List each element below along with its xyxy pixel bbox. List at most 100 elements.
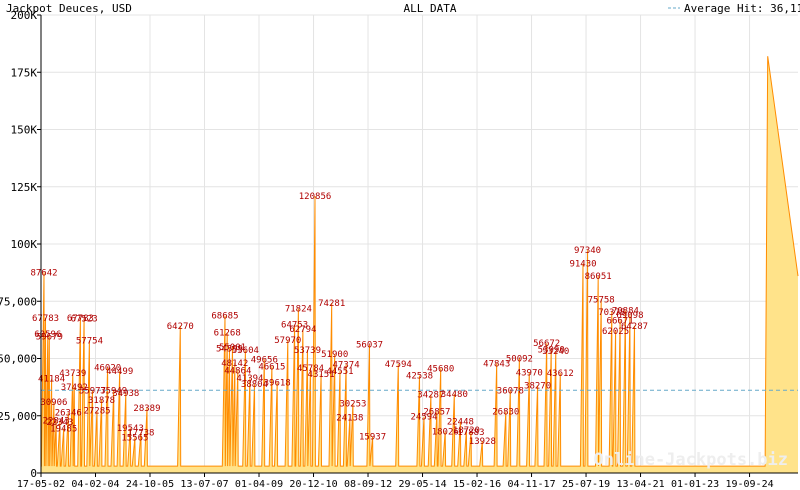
hit-value-label: 28389 (133, 404, 160, 414)
hit-value-label: 13928 (469, 437, 496, 447)
hit-value-label: 87642 (30, 268, 57, 278)
hit-value-label: 18026 (432, 428, 459, 438)
hit-value-label: 43612 (547, 369, 574, 379)
hit-value-label: 30253 (339, 400, 366, 410)
hit-value-label: 67783 (67, 314, 94, 324)
hit-value-label: 31878 (88, 396, 115, 406)
hit-value-label: 36078 (497, 386, 524, 396)
hit-value-label: 22448 (447, 418, 474, 428)
hit-value-label: 22843 (43, 417, 70, 427)
hit-value-label: 70884 (612, 307, 639, 317)
hit-value-label: 64270 (167, 322, 194, 332)
hit-value-label: 24138 (336, 414, 363, 424)
hit-value-label: 17738 (127, 428, 154, 438)
hit-value-label: 35977 (79, 387, 106, 397)
hit-value-label: 18720 (453, 426, 480, 436)
hit-value-label: 19543 (117, 424, 144, 434)
hit-value-label: 70378 (598, 308, 625, 318)
hit-value-label: 37492 (61, 383, 88, 393)
hit-value-label: 57754 (76, 337, 103, 347)
x-tick-label: 17-05-02 (17, 479, 65, 490)
hit-value-label: 53990 (538, 345, 565, 355)
y-tick-label: 0 (30, 467, 37, 480)
y-tick-label: 100K (11, 238, 38, 251)
hit-area (40, 56, 799, 473)
hit-value-label: 26830 (492, 408, 519, 418)
hit-value-label: 66671 (607, 316, 634, 326)
hit-value-label: 61268 (214, 329, 241, 339)
hit-value-label: 38804 (241, 380, 268, 390)
hit-value-label: 27285 (83, 407, 110, 417)
hit-value-label: 38270 (524, 381, 551, 391)
hit-value-label: 43151 (308, 370, 335, 380)
x-tick-label: 01-01-23 (671, 479, 719, 490)
hit-value-label: 44551 (326, 367, 353, 377)
hit-value-label: 62025 (602, 327, 629, 337)
hit-value-label: 48142 (221, 359, 248, 369)
hit-value-label: 68685 (211, 312, 238, 322)
hit-value-label: 34938 (112, 389, 139, 399)
hit-value-label: 56672 (533, 339, 560, 349)
hit-value-label: 46020 (94, 364, 121, 374)
x-tick-label: 19-09-24 (725, 479, 773, 490)
hit-value-label: 62794 (289, 325, 316, 335)
hit-value-label: 39618 (264, 378, 291, 388)
chart-period: ALL DATA (404, 2, 457, 15)
hit-value-label: 35949 (100, 387, 127, 397)
hit-value-label: 57970 (274, 336, 301, 346)
x-tick-label: 08-09-12 (344, 479, 392, 490)
hit-value-label: 45784 (297, 364, 324, 374)
hit-value-label: 69098 (616, 311, 643, 321)
grid (41, 14, 798, 473)
hit-value-label: 41184 (38, 375, 65, 385)
hit-value-label: 15937 (359, 433, 386, 443)
hit-value-label: 50092 (506, 354, 533, 364)
hit-value-label: 67523 (71, 314, 98, 324)
hit-value-label: 24594 (410, 413, 437, 423)
hit-value-label: 97340 (574, 246, 601, 256)
hit-value-label: 44499 (106, 367, 133, 377)
hit-value-label: 44864 (224, 366, 251, 376)
hit-value-label: 56037 (356, 341, 383, 351)
hit-value-label: 34480 (441, 390, 468, 400)
x-tick-label: 29-05-14 (398, 479, 446, 490)
hit-value-label: 53739 (294, 346, 321, 356)
x-tick-label: 25-07-19 (562, 479, 610, 490)
hit-value-label: 46615 (258, 362, 285, 372)
hit-value-label: 59679 (36, 332, 63, 342)
hit-value-label: 47843 (483, 359, 510, 369)
hit-value-label: 41394 (236, 374, 263, 384)
x-tick-label: 01-04-09 (235, 479, 283, 490)
hit-value-label: 49656 (251, 355, 278, 365)
chart-title: Jackpot Deuces, USD (6, 2, 132, 15)
hit-value-label: 19485 (50, 424, 77, 434)
hit-value-label: 120856 (299, 192, 332, 202)
y-tick-label: 75,000 (0, 295, 37, 308)
hit-value-label: 15565 (121, 433, 148, 443)
hit-value-label: 47594 (385, 360, 412, 370)
hit-value-label: 47374 (333, 361, 360, 371)
x-tick-label: 15-02-16 (453, 479, 501, 490)
hit-value-label: 54399 (216, 344, 243, 354)
hit-value-label: 64753 (281, 321, 308, 331)
y-tick-label: 200K (11, 9, 38, 22)
y-tick-label: 25,000 (0, 410, 37, 423)
hit-value-label: 55001 (219, 343, 246, 353)
hit-value-label: 30906 (40, 398, 67, 408)
hit-value-label: 60596 (34, 330, 61, 340)
y-tick-label: 150K (11, 124, 38, 137)
axes: 0 25,000 50,000 75,000 100K 125K 150K 175K 200K 1… (0, 9, 798, 490)
x-tick-label: 04-11-17 (507, 479, 555, 490)
hit-value-label: 22343 (46, 418, 73, 428)
hit-value-label: 51900 (321, 350, 348, 360)
hit-value-label: 43970 (516, 368, 543, 378)
hit-value-label: 34287 (417, 390, 444, 400)
hit-value-label: 71824 (285, 305, 312, 315)
hit-value-label: 42538 (406, 372, 433, 382)
hit-value-label: 67783 (32, 314, 59, 324)
watermark-text: Online-Jackpots.biz (594, 450, 788, 470)
x-tick-label: 13-07-07 (180, 479, 228, 490)
